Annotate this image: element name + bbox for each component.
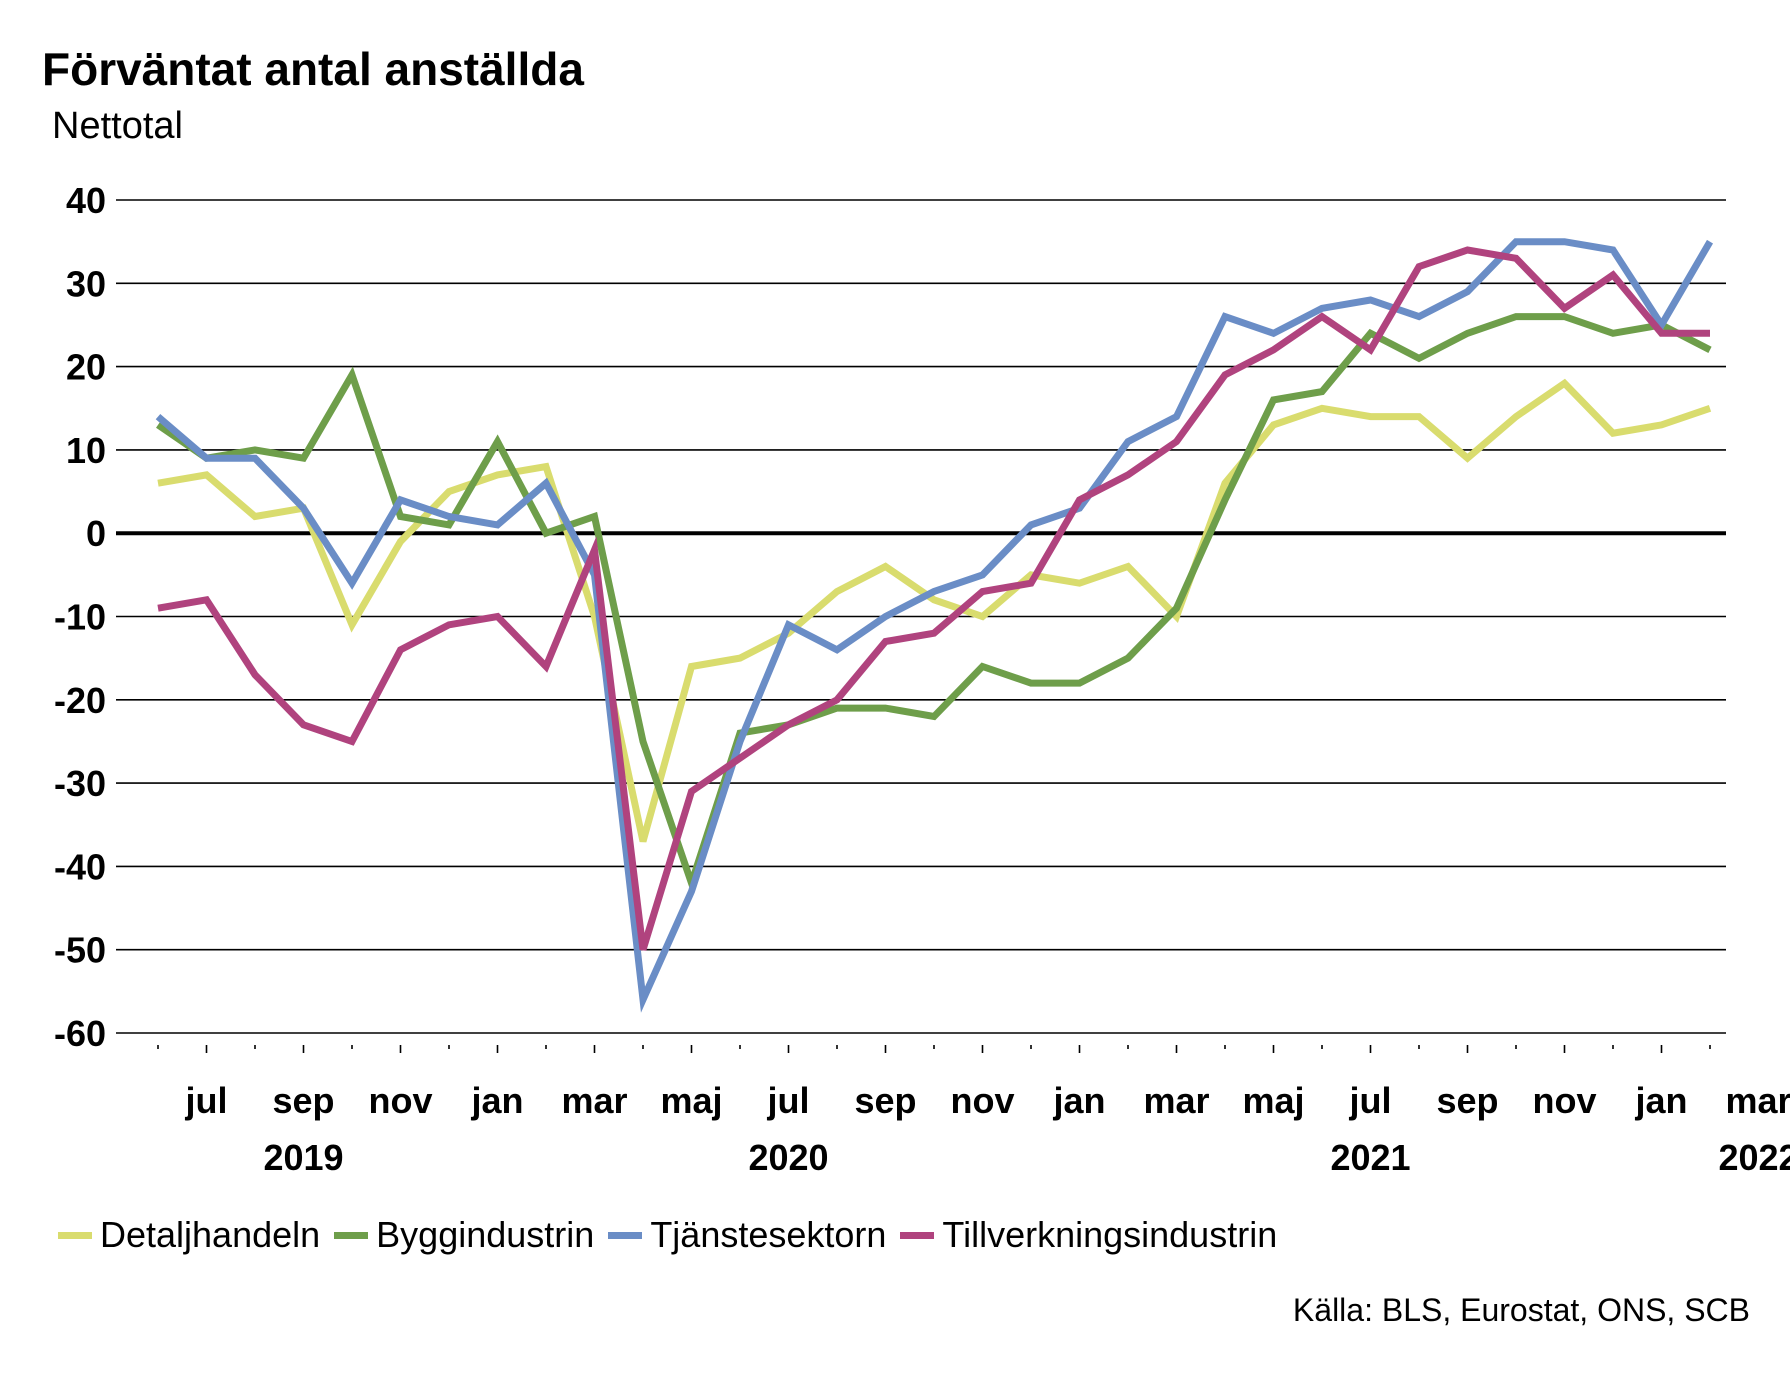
- x-year-label: 2020: [748, 1137, 828, 1178]
- legend-label-byggindustrin: Byggindustrin: [376, 1214, 595, 1255]
- y-tick-label: 0: [86, 513, 106, 554]
- y-tick-label: -60: [54, 1013, 106, 1054]
- chart-subtitle: Nettotal: [52, 105, 183, 147]
- x-tick-label: mar: [561, 1080, 627, 1121]
- legend-item-byggindustrin: Byggindustrin: [334, 1214, 594, 1256]
- y-tick-label: -40: [54, 846, 106, 887]
- x-tick-label: sep: [854, 1080, 916, 1121]
- legend-swatch-byggindustrin: [334, 1231, 369, 1239]
- x-tick-label: jan: [470, 1080, 523, 1121]
- x-tick-label: nov: [1532, 1080, 1596, 1121]
- x-tick-label: jul: [1349, 1080, 1392, 1121]
- x-tick-label: jul: [767, 1080, 810, 1121]
- legend-label-detaljhandeln: Detaljhandeln: [100, 1214, 321, 1255]
- x-tick-label: sep: [272, 1080, 334, 1121]
- x-tick-label: nov: [368, 1080, 432, 1121]
- y-tick-label: -20: [54, 680, 106, 721]
- series-line-byggindustrin: [156, 313, 1712, 895]
- x-tick-label: jan: [1052, 1080, 1105, 1121]
- x-tick-label: maj: [660, 1080, 722, 1121]
- y-tick-label: 30: [66, 263, 106, 304]
- x-tick-label: mar: [1725, 1080, 1790, 1121]
- x-tick-label: jul: [185, 1080, 228, 1121]
- legend-swatch-tjanstesektorn: [608, 1231, 643, 1239]
- series-layer: [155, 238, 1714, 1013]
- legend: Detaljhandeln Byggindustrin Tjänstesekto…: [58, 1214, 1291, 1256]
- x-tick-label: sep: [1436, 1080, 1498, 1121]
- x-tick-label: maj: [1242, 1080, 1304, 1121]
- legend-label-tjanstesektorn: Tjänstesektorn: [650, 1214, 887, 1255]
- legend-swatch-tillverkningsindustrin: [900, 1231, 935, 1239]
- series-line-detaljhandeln: [157, 378, 1712, 843]
- legend-swatch-detaljhandeln: [58, 1231, 92, 1239]
- x-tick-label: jan: [1634, 1080, 1687, 1121]
- x-year-label: 2021: [1330, 1137, 1410, 1178]
- x-year-label: 2019: [263, 1137, 343, 1178]
- x-tick-label: nov: [950, 1080, 1014, 1121]
- series-line-tillverkningsindustrin: [157, 246, 1710, 951]
- legend-item-detaljhandeln: Detaljhandeln: [58, 1214, 320, 1256]
- legend-label-tillverkningsindustrin: Tillverkningsindustrin: [942, 1214, 1278, 1255]
- chart-title: Förväntat antal anställda: [42, 43, 584, 95]
- source-note: Källa: BLS, Eurostat, ONS, SCB: [1292, 1292, 1750, 1328]
- series-line-tjänstesektorn: [155, 238, 1714, 1013]
- y-tick-label: -10: [54, 597, 106, 638]
- x-tick-label: mar: [1143, 1080, 1209, 1121]
- x-year-label: 2022: [1718, 1137, 1790, 1178]
- y-tick-label: -30: [54, 763, 106, 804]
- legend-item-tjanstesektorn: Tjänstesektorn: [608, 1214, 886, 1256]
- legend-item-tillverkningsindustrin: Tillverkningsindustrin: [900, 1214, 1277, 1256]
- y-tick-label: 20: [66, 347, 106, 388]
- y-tick-label: -50: [54, 930, 106, 971]
- y-tick-label: 40: [66, 180, 106, 221]
- y-tick-label: 10: [66, 430, 106, 471]
